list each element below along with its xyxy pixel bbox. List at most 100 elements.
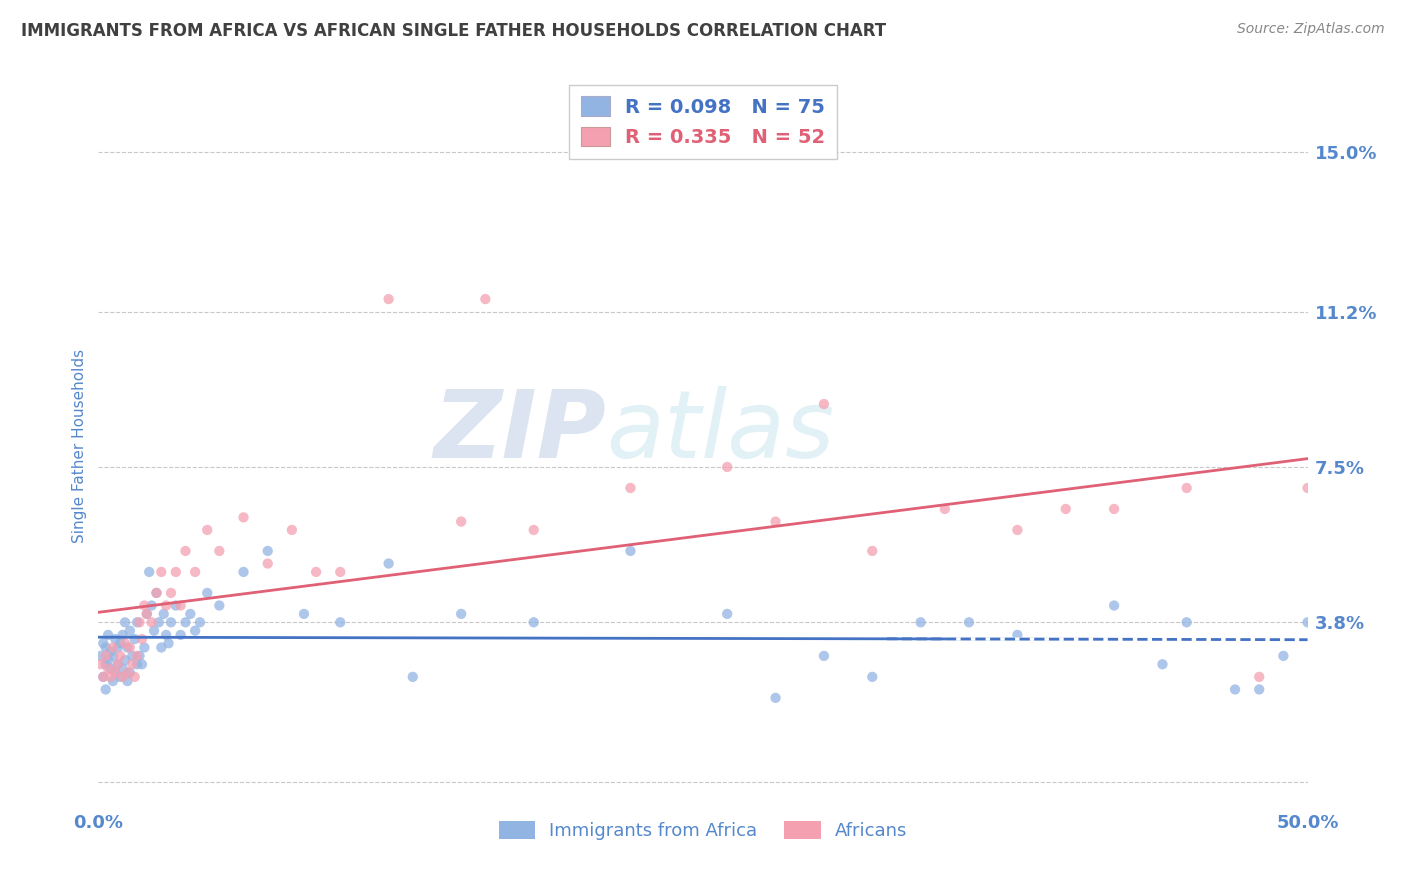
Point: [124, 670, 146, 684]
Point: [184, 624, 207, 638]
Point: [402, 670, 425, 684]
Point: [117, 640, 139, 655]
Point: [107, 657, 129, 672]
Point: [256, 544, 278, 558]
Point: [127, 648, 149, 663]
Point: [1102, 502, 1125, 516]
Point: [134, 640, 156, 655]
Point: [957, 615, 980, 630]
Point: [107, 640, 129, 655]
Point: [141, 615, 163, 630]
Point: [91, 670, 114, 684]
Point: [1296, 615, 1319, 630]
Point: [813, 648, 835, 663]
Point: [111, 661, 134, 675]
Point: [128, 615, 150, 630]
Point: [860, 670, 883, 684]
Point: [114, 615, 136, 630]
Point: [143, 624, 166, 638]
Point: [108, 648, 131, 663]
Point: [145, 586, 167, 600]
Point: [1152, 657, 1174, 672]
Point: [523, 523, 546, 537]
Point: [127, 615, 149, 630]
Point: [90, 657, 112, 672]
Point: [1249, 682, 1271, 697]
Point: [111, 628, 134, 642]
Point: [97, 661, 120, 675]
Point: [1223, 682, 1246, 697]
Point: [195, 523, 218, 537]
Point: [165, 599, 187, 613]
Point: [716, 460, 738, 475]
Point: [450, 607, 472, 621]
Point: [256, 557, 278, 571]
Point: [208, 599, 231, 613]
Point: [131, 632, 153, 646]
Point: [118, 665, 141, 680]
Point: [104, 632, 127, 646]
Point: [135, 607, 157, 621]
Point: [169, 599, 191, 613]
Point: [1296, 481, 1319, 495]
Point: [127, 657, 149, 672]
Point: [101, 648, 124, 663]
Point: [114, 653, 136, 667]
Point: [184, 565, 207, 579]
Point: [100, 645, 122, 659]
Point: [305, 565, 328, 579]
Point: [152, 607, 174, 621]
Point: [117, 665, 139, 680]
Point: [281, 523, 304, 537]
Point: [108, 636, 131, 650]
Text: atlas: atlas: [606, 386, 835, 477]
Point: [188, 615, 211, 630]
Point: [90, 648, 112, 663]
Point: [94, 648, 117, 663]
Point: [474, 292, 496, 306]
Point: [179, 607, 201, 621]
Point: [155, 599, 177, 613]
Point: [117, 674, 139, 689]
Point: [121, 648, 143, 663]
Point: [292, 607, 315, 621]
Point: [450, 515, 472, 529]
Point: [155, 628, 177, 642]
Point: [329, 615, 352, 630]
Text: IMMIGRANTS FROM AFRICA VS AFRICAN SINGLE FATHER HOUSEHOLDS CORRELATION CHART: IMMIGRANTS FROM AFRICA VS AFRICAN SINGLE…: [21, 22, 886, 40]
Point: [131, 657, 153, 672]
Point: [377, 557, 399, 571]
Point: [716, 607, 738, 621]
Point: [94, 657, 117, 672]
Point: [523, 615, 546, 630]
Point: [619, 544, 641, 558]
Point: [121, 657, 143, 672]
Point: [232, 565, 254, 579]
Point: [1175, 481, 1198, 495]
Point: [145, 586, 167, 600]
Point: [100, 661, 122, 675]
Point: [1007, 628, 1029, 642]
Point: [134, 599, 156, 613]
Point: [91, 670, 114, 684]
Point: [232, 510, 254, 524]
Point: [141, 599, 163, 613]
Point: [118, 640, 141, 655]
Point: [174, 615, 197, 630]
Point: [94, 640, 117, 655]
Point: [619, 481, 641, 495]
Point: [329, 565, 352, 579]
Point: [208, 544, 231, 558]
Point: [91, 636, 114, 650]
Point: [118, 624, 141, 638]
Point: [114, 636, 136, 650]
Point: [165, 565, 187, 579]
Point: [101, 640, 124, 655]
Point: [111, 670, 134, 684]
Point: [1249, 670, 1271, 684]
Point: [813, 397, 835, 411]
Point: [160, 615, 183, 630]
Point: [765, 515, 787, 529]
Y-axis label: Single Father Households: Single Father Households: [72, 349, 87, 543]
Point: [135, 607, 157, 621]
